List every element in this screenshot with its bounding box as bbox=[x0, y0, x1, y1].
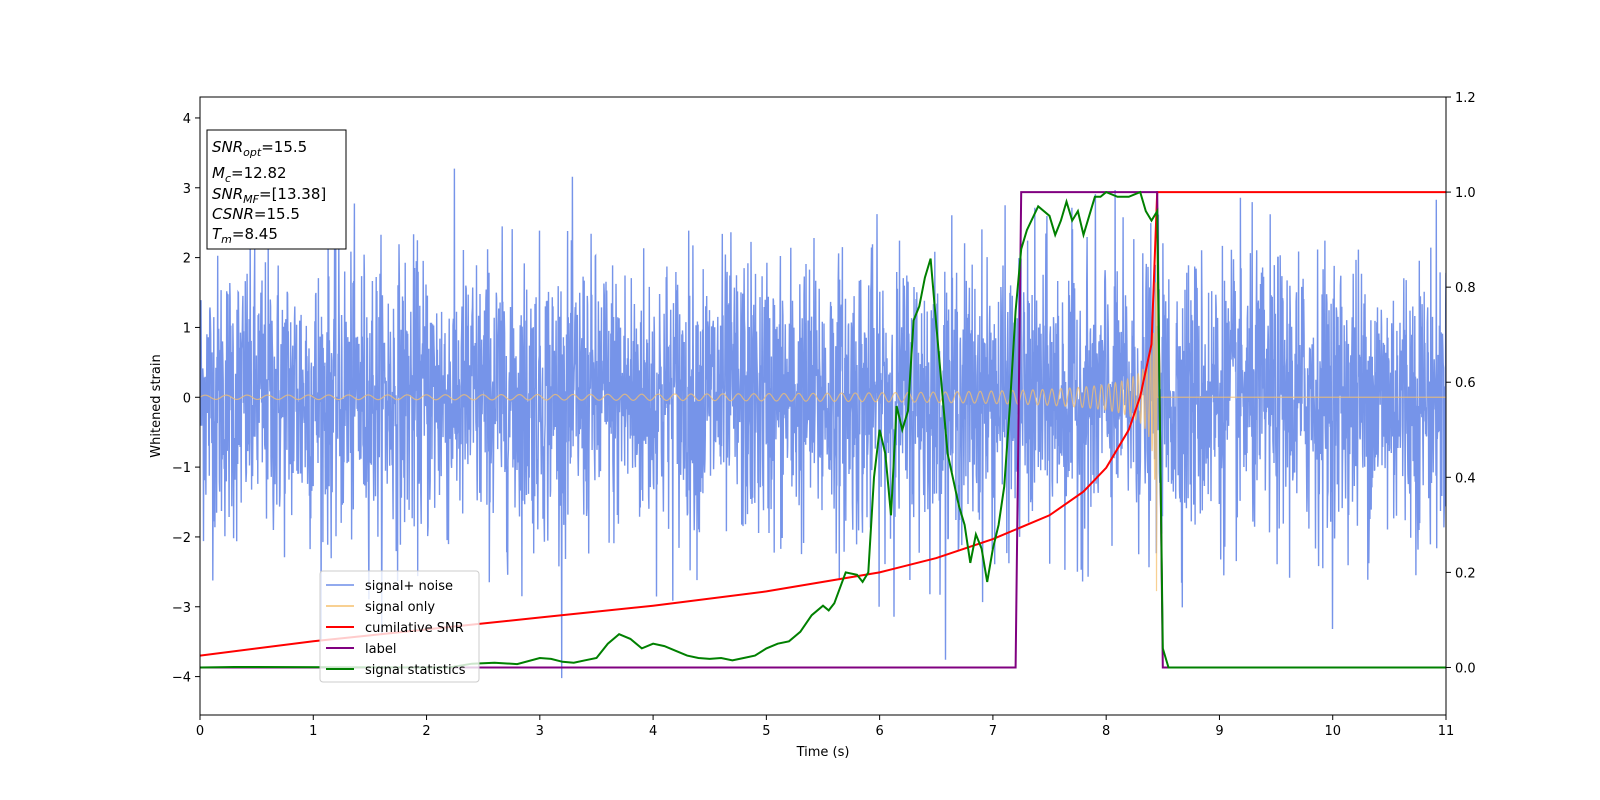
axes: 0 1 2 3 4 5 6 7 8 9 10 11 −4 −3 −2 −1 0 1 2 3 4 0.0 0.2 0.4 0.6 0… bbox=[172, 91, 1476, 739]
y2-tick-label: 0.6 bbox=[1455, 376, 1476, 391]
series-signal-noise bbox=[200, 168, 1446, 679]
y2-tick-label: 0.0 bbox=[1455, 661, 1476, 676]
annotation-mc: Mc=12.82 bbox=[212, 164, 287, 185]
x-tick-label: 6 bbox=[875, 724, 883, 739]
y-axis-label: Whitened strain bbox=[149, 354, 164, 457]
x-tick-label: 4 bbox=[649, 724, 657, 739]
x-tick-label: 7 bbox=[989, 724, 997, 739]
y2-tick-label: 1.2 bbox=[1455, 91, 1476, 106]
y2-tick-label: 0.4 bbox=[1455, 471, 1476, 486]
y-tick-label: −4 bbox=[172, 671, 191, 686]
x-tick-label: 0 bbox=[196, 724, 204, 739]
series-signal-only bbox=[200, 217, 1446, 592]
legend-label-noise: signal+ noise bbox=[365, 579, 453, 594]
annotation-snr-opt: SNRopt=15.5 bbox=[212, 138, 307, 159]
annotation-tm: Tm=8.45 bbox=[212, 225, 278, 246]
plot-area bbox=[200, 168, 1446, 679]
x-tick-label: 5 bbox=[762, 724, 770, 739]
x-axis-label: Time (s) bbox=[796, 745, 850, 760]
x-tick-label: 9 bbox=[1215, 724, 1223, 739]
y-tick-label: −1 bbox=[172, 461, 191, 476]
x-tick-label: 2 bbox=[422, 724, 430, 739]
y2-tick-label: 0.8 bbox=[1455, 281, 1476, 296]
annotation-box: SNRopt=15.5 Mc=12.82 SNRMF=[13.38] CSNR=… bbox=[206, 129, 347, 250]
x-tick-label: 3 bbox=[536, 724, 544, 739]
legend-frame bbox=[319, 570, 480, 683]
y-tick-label: 1 bbox=[183, 321, 191, 336]
y-tick-label: 2 bbox=[183, 252, 191, 267]
x-tick-label: 11 bbox=[1438, 724, 1455, 739]
series-signal-statistics bbox=[200, 190, 1446, 669]
x-tick-label: 8 bbox=[1102, 724, 1110, 739]
legend-label-label: label bbox=[365, 642, 396, 657]
y-tick-label: −3 bbox=[172, 601, 191, 616]
legend-label-stat: signal statistics bbox=[365, 663, 466, 678]
plot-frame bbox=[199, 96, 1447, 716]
x-tick-label: 1 bbox=[309, 724, 317, 739]
legend-label-csnr: cumilative SNR bbox=[365, 621, 464, 636]
legend-label-signal: signal only bbox=[365, 600, 435, 615]
annotation-csnr: CSNR=15.5 bbox=[212, 205, 300, 223]
y-tick-label: 3 bbox=[183, 182, 191, 197]
y2-tick-label: 1.0 bbox=[1455, 186, 1476, 201]
x-tick-label: 10 bbox=[1324, 724, 1341, 739]
series-cumulative-snr bbox=[200, 191, 1446, 657]
y-tick-label: −2 bbox=[172, 531, 191, 546]
y2-tick-label: 0.2 bbox=[1455, 566, 1476, 581]
legend: signal+ noise signal only cumilative SNR la… bbox=[319, 570, 480, 683]
y-tick-label: 4 bbox=[183, 112, 191, 127]
y-tick-label: 0 bbox=[183, 391, 191, 406]
annotation-snr-mf: SNRMF=[13.38] bbox=[212, 185, 326, 206]
